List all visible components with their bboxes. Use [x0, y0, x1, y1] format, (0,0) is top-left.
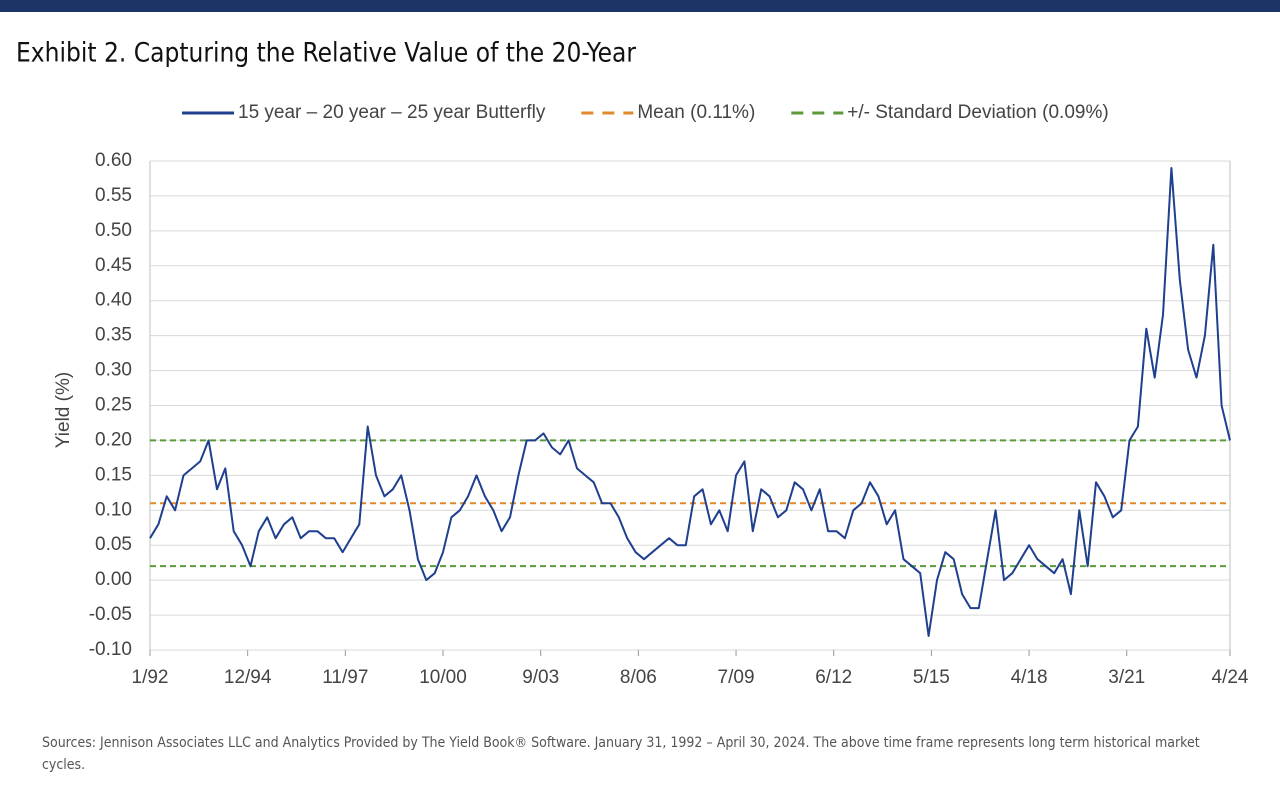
x-tick-label: 7/09: [718, 667, 755, 688]
y-tick-label: 0.45: [95, 255, 132, 276]
x-tick-label: 5/15: [913, 667, 950, 688]
top-bar: [0, 0, 1280, 12]
y-tick-label: 0.00: [95, 569, 132, 590]
source-box: Sources: Jennison Associates LLC and Ana…: [42, 735, 1200, 773]
legend-label: 15 year – 20 year – 25 year Butterfly: [238, 102, 546, 123]
source-note: Sources: Jennison Associates LLC and Ana…: [42, 735, 1200, 773]
y-tick-label: 0.20: [95, 429, 132, 450]
x-tick-label: 11/97: [322, 667, 368, 688]
x-tick-label: 6/12: [815, 667, 852, 688]
x-tick-label: 10/00: [419, 667, 467, 688]
data-line: [149, 167, 1231, 637]
y-tick-label: 0.55: [95, 185, 132, 206]
legend-label: Mean (0.11%): [637, 102, 755, 123]
y-tick-label: 0.10: [95, 499, 132, 520]
x-tick-label: 4/18: [1011, 667, 1048, 688]
x-tick-label: 4/24: [1212, 667, 1249, 688]
x-tick-label: 9/03: [522, 667, 559, 688]
chart-title: Exhibit 2. Capturing the Relative Value …: [16, 38, 636, 69]
legend-label: +/- Standard Deviation (0.09%): [847, 102, 1108, 123]
y-tick-label: 0.40: [95, 290, 132, 311]
y-tick-label: 0.50: [95, 220, 132, 241]
y-tick-label: -0.05: [89, 604, 132, 625]
y-tick-label: 0.35: [95, 325, 132, 346]
x-tick-label: 1/92: [132, 667, 169, 688]
y-tick-label: 0.15: [95, 464, 132, 485]
y-tick-label: 0.25: [95, 395, 132, 416]
x-tick-label: 3/21: [1108, 667, 1145, 688]
x-tick-label: 8/06: [620, 667, 657, 688]
y-tick-label: 0.30: [95, 360, 132, 381]
x-tick-label: 12/94: [224, 667, 272, 688]
y-axis-label: Yield (%): [53, 372, 74, 448]
y-tick-label: -0.10: [89, 639, 132, 660]
y-tick-label: 0.60: [95, 150, 132, 171]
y-tick-label: 0.05: [95, 534, 132, 555]
